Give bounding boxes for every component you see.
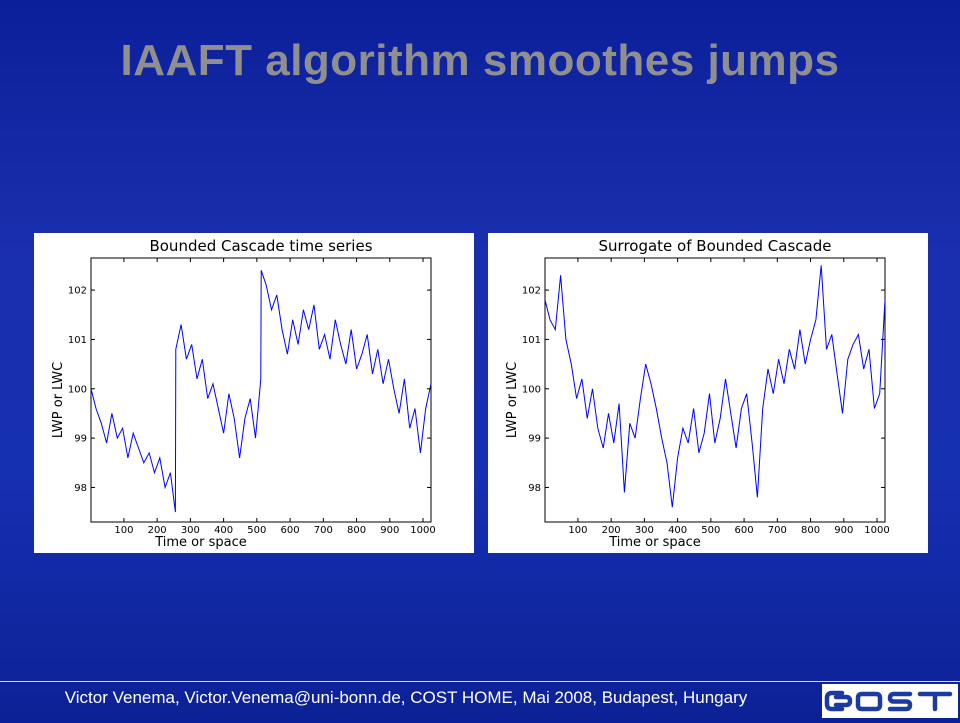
chart-title: Bounded Cascade time series — [149, 237, 372, 255]
x-tick-label: 400 — [214, 525, 233, 536]
x-tick-label: 100 — [114, 525, 133, 536]
x-tick-label: 300 — [635, 525, 654, 536]
x-tick-label: 800 — [347, 525, 366, 536]
x-axis-label: Time or space — [608, 535, 701, 550]
x-tick-label: 300 — [181, 525, 200, 536]
y-tick-label: 101 — [522, 335, 541, 346]
chart-surrogate: 100 200 300 400 500 600 700 800 900 1000 98 99 100 10… — [505, 237, 890, 550]
x-axis-label: Time or space — [154, 535, 247, 550]
x-tick-label: 700 — [768, 525, 787, 536]
y-tick-label: 99 — [74, 434, 87, 445]
y-tick-label: 98 — [74, 483, 87, 494]
x-tick-label: 400 — [668, 525, 687, 536]
series-line — [90, 270, 432, 513]
y-tick-label: 98 — [528, 483, 541, 494]
x-tick-label: 800 — [801, 525, 820, 536]
y-tick-label: 100 — [68, 384, 87, 395]
footer-text: Victor Venema, Victor.Venema@uni-bonn.de… — [64, 688, 748, 707]
x-tick-label: 200 — [148, 525, 167, 536]
x-tick-label: 900 — [834, 525, 853, 536]
x-tick-label: 600 — [281, 525, 300, 536]
cost-logo-mark — [824, 690, 953, 712]
x-tick-label: 100 — [568, 525, 587, 536]
y-axis-label: LWP or LWC — [505, 362, 520, 438]
chart-bounded-cascade: 100 200 300 400 500 600 700 800 900 1000 98 99 100 10… — [51, 237, 436, 550]
x-tick-label: 900 — [380, 525, 399, 536]
x-tick-label: 200 — [602, 525, 621, 536]
y-tick-label: 102 — [68, 286, 87, 297]
slide-title: IAAFT algorithm smoothes jumps — [120, 36, 840, 85]
x-tick-label: 500 — [701, 525, 720, 536]
x-tick-label: 500 — [247, 525, 266, 536]
plot-area — [544, 257, 886, 523]
y-tick-label: 100 — [522, 384, 541, 395]
footer-divider — [0, 681, 960, 682]
y-axis-label: LWP or LWC — [51, 362, 66, 438]
x-tick-label: 700 — [314, 525, 333, 536]
series-line — [544, 265, 886, 508]
x-tick-label: 1000 — [864, 525, 889, 536]
chart-title: Surrogate of Bounded Cascade — [599, 237, 832, 255]
y-tick-label: 101 — [68, 335, 87, 346]
x-tick-label: 1000 — [410, 525, 435, 536]
y-tick-label: 102 — [522, 286, 541, 297]
x-tick-label: 600 — [735, 525, 754, 536]
cost-logo — [822, 684, 958, 718]
chart-panel-left: 100 200 300 400 500 600 700 800 900 1000 98 99 100 10… — [34, 233, 474, 553]
y-tick-label: 99 — [528, 434, 541, 445]
chart-panel-right: 100 200 300 400 500 600 700 800 900 1000 98 99 100 10… — [488, 233, 928, 553]
